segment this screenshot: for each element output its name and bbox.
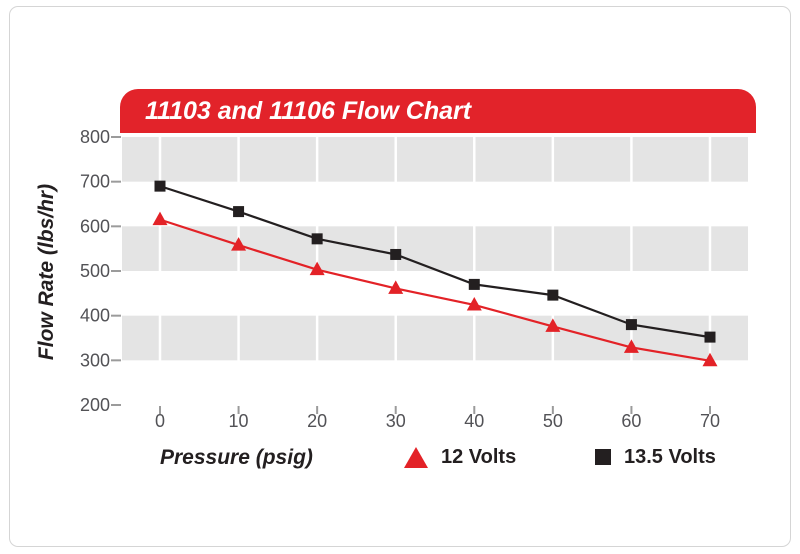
legend-label-13-5-volts: 13.5 Volts xyxy=(624,445,716,468)
triangle-data-marker xyxy=(702,352,718,367)
plot-band xyxy=(122,315,748,361)
x-tick-label: 30 xyxy=(386,411,406,431)
square-data-marker xyxy=(311,233,323,245)
series-line-13-5-volts xyxy=(159,185,711,339)
triangle-data-marker xyxy=(388,280,404,294)
y-tick-label: 300 xyxy=(80,350,110,370)
legend-item-13-5-volts: 13.5 Volts xyxy=(595,444,716,470)
triangle-data-marker xyxy=(309,261,325,276)
legend-item-12-volts: 12 Volts xyxy=(404,444,516,470)
triangle-data-marker xyxy=(545,318,561,332)
square-data-marker xyxy=(468,278,480,290)
triangle-data-marker xyxy=(231,237,247,251)
triangle-data-marker xyxy=(466,296,482,311)
triangle-marker-icon xyxy=(404,446,428,468)
y-tick-label: 800 xyxy=(80,127,110,147)
square-data-marker xyxy=(625,319,637,331)
series-line-12-volts xyxy=(159,218,711,362)
triangle-data-marker xyxy=(152,211,168,226)
chart-title: 11103 and 11106 Flow Chart xyxy=(145,97,472,125)
y-tick-label: 500 xyxy=(80,261,110,281)
plot-band xyxy=(122,226,748,271)
square-data-marker xyxy=(704,331,716,343)
y-tick-label: 400 xyxy=(80,306,110,326)
x-tick-label: 60 xyxy=(621,411,641,431)
y-tick-label: 200 xyxy=(80,395,110,415)
x-tick-label: 0 xyxy=(155,411,165,431)
x-tick-label: 10 xyxy=(229,411,249,431)
y-axis-title: Flow Rate (lbs/hr) xyxy=(35,183,58,361)
legend-label-12-volts: 12 Volts xyxy=(441,445,517,468)
square-data-marker xyxy=(154,180,166,192)
x-tick-label: 40 xyxy=(464,411,484,431)
square-data-marker xyxy=(233,206,245,218)
chart-header: 11103 and 11106 Flow Chart xyxy=(120,89,756,133)
square-marker-icon xyxy=(595,449,611,465)
x-tick-label: 50 xyxy=(543,411,563,431)
x-axis-title: Pressure (psig) xyxy=(160,446,313,469)
y-tick-label: 600 xyxy=(80,216,110,236)
y-tick-label: 700 xyxy=(80,172,110,192)
x-tick-label: 70 xyxy=(700,411,720,431)
square-data-marker xyxy=(390,248,402,260)
triangle-data-marker xyxy=(623,339,639,353)
x-tick-label: 20 xyxy=(307,411,327,431)
plot-band xyxy=(122,137,748,182)
square-data-marker xyxy=(547,289,559,301)
